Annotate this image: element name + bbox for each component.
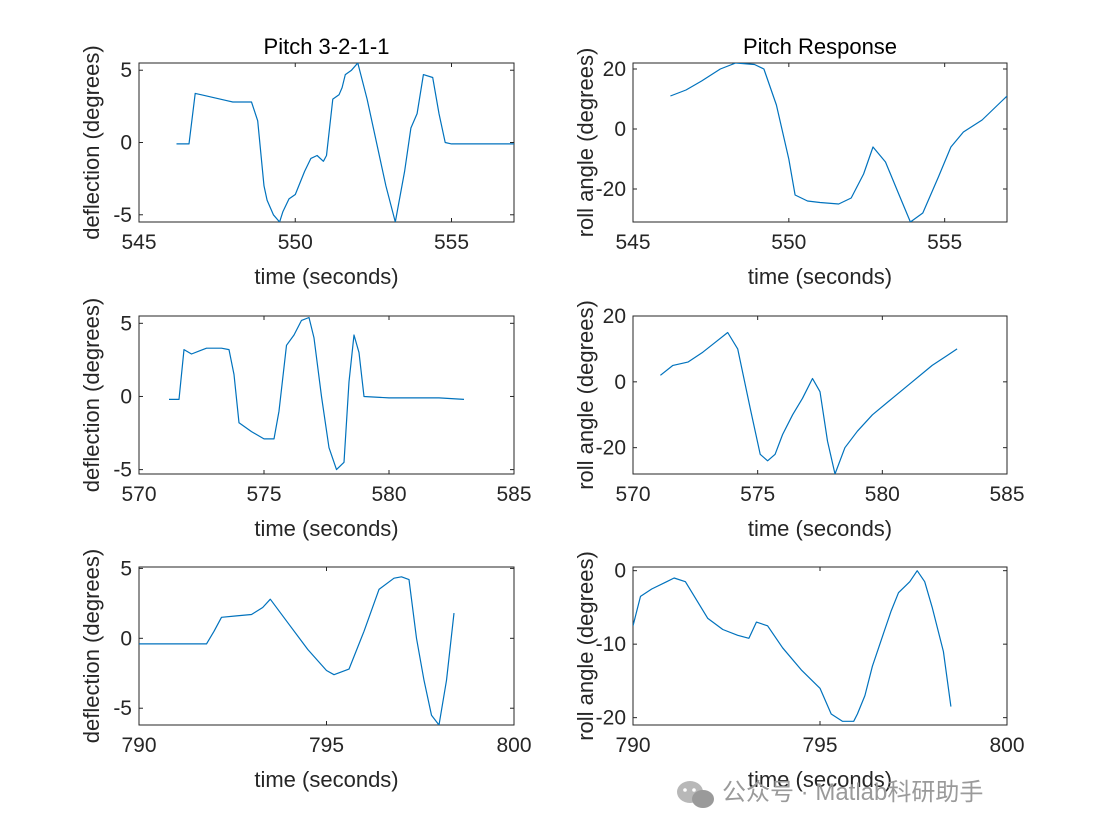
x-axis-label: time (seconds) <box>748 264 892 289</box>
y-tick-label: 5 <box>120 557 132 580</box>
x-tick-label: 550 <box>278 231 313 254</box>
y-tick-label: 0 <box>614 560 626 583</box>
y-tick-label: 5 <box>120 59 132 82</box>
x-tick-label: 790 <box>615 734 650 757</box>
y-axis-label: roll angle (degrees) <box>573 48 598 238</box>
series-line-roll <box>660 331 958 474</box>
axes-box <box>632 315 1008 475</box>
y-axis-label: roll angle (degrees) <box>573 300 598 490</box>
y-tick-label: -20 <box>596 178 626 201</box>
x-tick-label: 575 <box>740 483 775 506</box>
subplot-3: 570 575 580 585 -5 0 5 time (seconds) deflection… <box>79 298 532 541</box>
y-tick-label: 5 <box>120 312 132 335</box>
x-tick-label: 585 <box>989 483 1024 506</box>
subplot-1: 545 550 555 -5 0 5 time (seconds) deflection (d… <box>79 34 515 289</box>
x-tick-label: 580 <box>865 483 900 506</box>
x-tick-label: 545 <box>615 231 650 254</box>
subplot-6: 790 795 800 -20 -10 0 time (seconds) roll angle… <box>573 551 1025 792</box>
x-tick-label: 795 <box>802 734 837 757</box>
y-tick-label: -5 <box>113 204 132 227</box>
y-tick-label: -5 <box>113 459 132 482</box>
chart-title: Pitch 3-2-1-1 <box>264 34 390 59</box>
axes-box <box>138 315 515 475</box>
y-tick-label: -20 <box>596 707 626 730</box>
x-tick-label: 550 <box>771 231 806 254</box>
y-tick-label: -5 <box>113 697 132 720</box>
subplot-4: 570 575 580 585 -20 0 20 time (seconds) roll ang… <box>573 300 1025 541</box>
y-tick-label: 0 <box>614 371 626 394</box>
axes-box <box>138 566 515 726</box>
x-tick-label: 580 <box>371 483 406 506</box>
series-line-roll <box>670 63 1007 222</box>
chart-title: Pitch Response <box>743 34 897 59</box>
x-tick-label: 570 <box>615 483 650 506</box>
x-axis-label: time (seconds) <box>254 264 398 289</box>
x-tick-label: 555 <box>434 231 469 254</box>
y-tick-label: 0 <box>120 132 132 155</box>
x-tick-label: 800 <box>496 734 531 757</box>
y-tick-label: -20 <box>596 437 626 460</box>
x-tick-label: 555 <box>927 231 962 254</box>
x-tick-label: 795 <box>309 734 344 757</box>
x-axis-label: time (seconds) <box>748 516 892 541</box>
y-tick-label: 0 <box>614 118 626 141</box>
wechat-icon <box>677 781 714 808</box>
series-line-deflection <box>169 316 465 471</box>
subplot-2: 545 550 555 -20 0 20 time (seconds) roll angle … <box>573 34 1008 289</box>
axes-box <box>632 566 1008 726</box>
y-tick-label: 20 <box>603 305 626 328</box>
watermark: 公众号 · Matlab科研助手 <box>677 779 983 808</box>
y-tick-label: -10 <box>596 633 626 656</box>
watermark-text: 公众号 · Matlab科研助手 <box>722 779 983 806</box>
x-tick-label: 545 <box>121 231 156 254</box>
y-tick-label: 0 <box>120 385 132 408</box>
x-tick-label: 800 <box>989 734 1024 757</box>
y-axis-label: roll angle (degrees) <box>573 551 598 741</box>
y-axis-label: deflection (degrees) <box>79 298 104 492</box>
series-line-deflection <box>176 63 514 222</box>
y-axis-label: deflection (degrees) <box>79 45 104 239</box>
x-axis-label: time (seconds) <box>254 516 398 541</box>
y-tick-label: 20 <box>603 58 626 81</box>
x-tick-label: 790 <box>121 734 156 757</box>
subplot-5: 790 795 800 -5 0 5 time (seconds) deflection (d… <box>79 549 532 792</box>
axes-box <box>632 62 1008 223</box>
x-axis-label: time (seconds) <box>254 767 398 792</box>
axes-box <box>138 62 515 223</box>
x-tick-label: 585 <box>496 483 531 506</box>
series-line-deflection <box>139 576 455 725</box>
x-tick-label: 575 <box>246 483 281 506</box>
series-line-roll <box>633 570 952 722</box>
y-axis-label: deflection (degrees) <box>79 549 104 743</box>
x-tick-label: 570 <box>121 483 156 506</box>
x-axis-label: time (seconds) <box>748 767 892 792</box>
y-tick-label: 0 <box>120 627 132 650</box>
